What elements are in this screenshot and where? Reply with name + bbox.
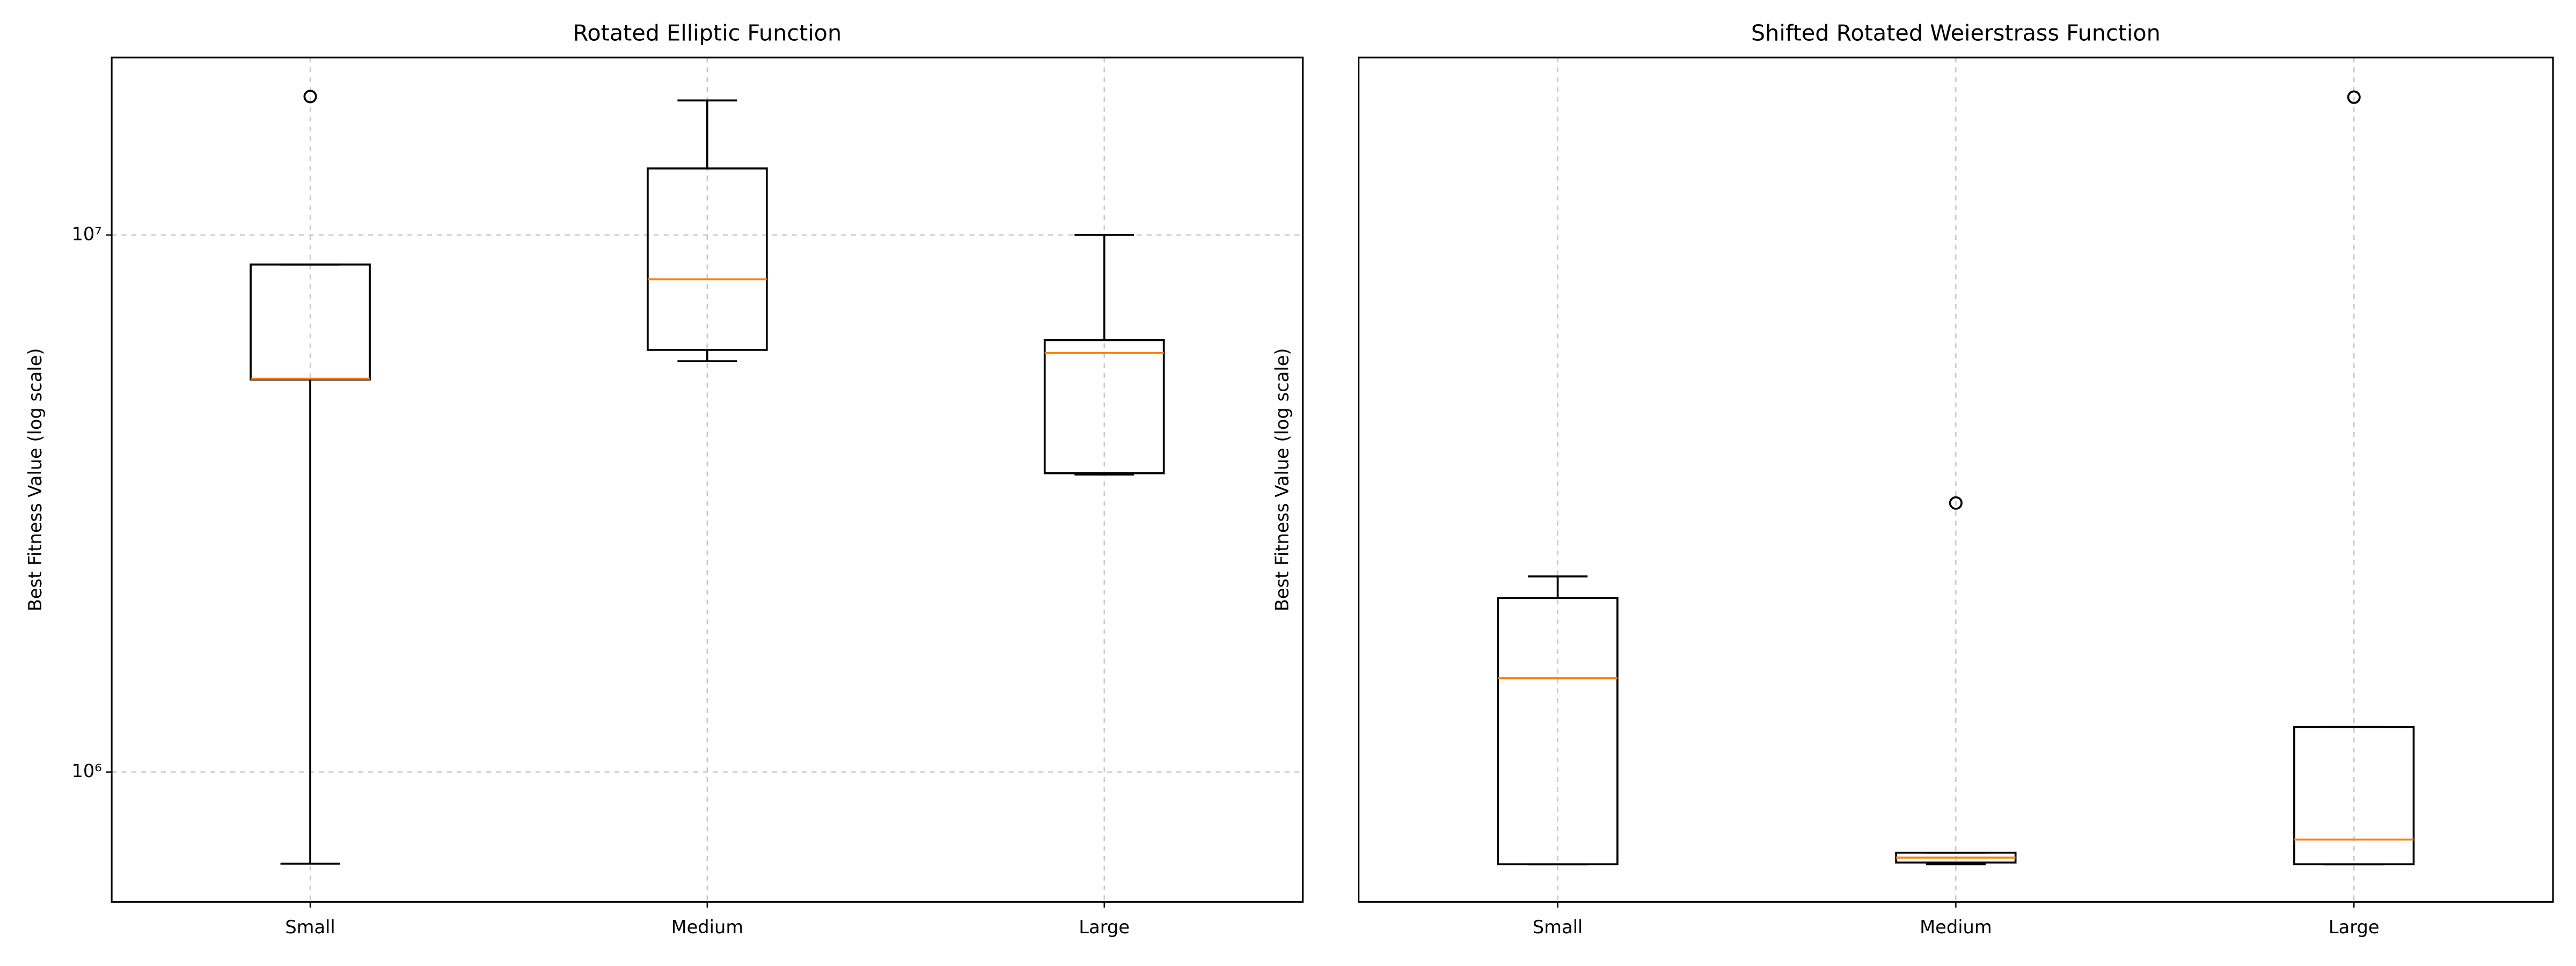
y-tick-label: 10⁷ — [71, 223, 101, 244]
axes-frame — [111, 56, 1304, 903]
x-tick-label: Large — [2329, 917, 2380, 938]
axes-frame — [1358, 56, 2554, 903]
box — [647, 167, 768, 351]
x-tick-label: Small — [1533, 917, 1583, 938]
y-axis-label: Best Fitness Value (log scale) — [25, 348, 46, 612]
box — [1497, 597, 1619, 866]
y-tick-label: 10⁶ — [71, 760, 101, 781]
flier — [1949, 496, 1963, 510]
x-tick-label: Medium — [671, 917, 744, 938]
box — [2293, 726, 2415, 866]
flier — [303, 90, 317, 104]
box — [250, 264, 371, 381]
flier — [2347, 90, 2361, 104]
x-tick-label: Large — [1079, 917, 1130, 938]
chart-title: Shifted Rotated Weierstrass Function — [1751, 20, 2161, 46]
x-tick-label: Small — [285, 917, 335, 938]
chart-title: Rotated Elliptic Function — [573, 20, 842, 46]
box — [1043, 339, 1165, 474]
x-tick-label: Medium — [1920, 917, 1992, 938]
y-axis-label: Best Fitness Value (log scale) — [1271, 348, 1292, 612]
